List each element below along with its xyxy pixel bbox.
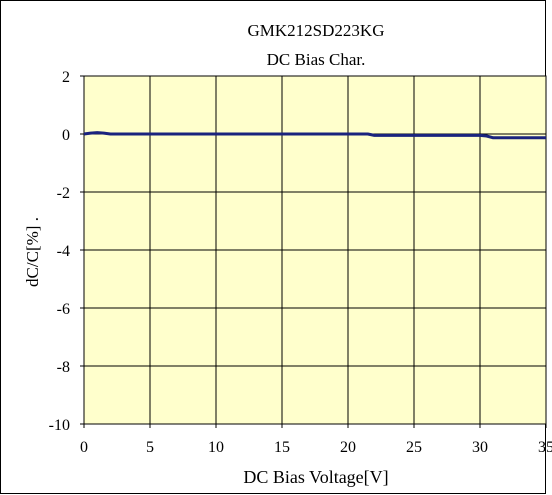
x-tick-label: 25 bbox=[406, 439, 422, 456]
y-tick-label: -8 bbox=[57, 359, 70, 376]
y-tick-label: -2 bbox=[57, 185, 70, 202]
data-series-line bbox=[83, 131, 546, 140]
x-tick-label: 30 bbox=[472, 439, 488, 456]
chart-subtitle: DC Bias Char. bbox=[267, 50, 366, 69]
y-tick-label: -6 bbox=[57, 301, 70, 318]
x-tick-label: 0 bbox=[80, 439, 88, 456]
x-tick-label: 35 bbox=[538, 439, 552, 456]
y-tick-label: 0 bbox=[62, 127, 70, 144]
x-tick-label: 10 bbox=[208, 439, 224, 456]
x-tick-label: 20 bbox=[340, 439, 356, 456]
chart-title: GMK212SD223KG bbox=[248, 21, 385, 40]
y-axis-label: dC/C[%] . bbox=[23, 217, 42, 287]
y-tick-label: -10 bbox=[49, 417, 70, 434]
x-axis-label: DC Bias Voltage[V] bbox=[243, 467, 388, 487]
x-tick-label: 15 bbox=[274, 439, 290, 456]
y-tick-label: 2 bbox=[62, 69, 70, 86]
y-tick-label: -4 bbox=[57, 243, 70, 260]
x-tick-label: 5 bbox=[146, 439, 154, 456]
